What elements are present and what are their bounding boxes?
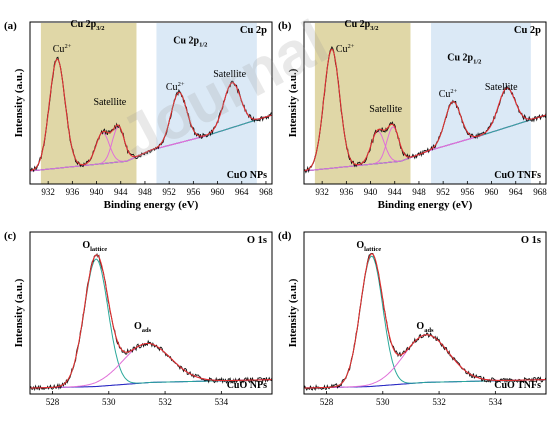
x-tick-label: 936 [340, 187, 354, 197]
x-axis-label: Binding energy (eV) [378, 199, 473, 211]
x-tick-label: 530 [102, 397, 116, 407]
peak-annotation: Cu 2p3/2 [70, 19, 104, 32]
chart-panel: 932 936 940 944 948 952 956 960 964 968 Binding en… [278, 19, 547, 211]
x-axis-label: Binding energy (eV) [104, 199, 199, 211]
x-tick-label: 948 [412, 187, 426, 197]
fitted-peak [30, 258, 272, 389]
x-tick-label: 968 [259, 187, 273, 197]
x-tick-label: 532 [432, 397, 446, 407]
y-axis-label: Intensity (a.u.) [13, 278, 25, 347]
peak-annotation: Oads [416, 321, 434, 334]
plot-frame [29, 21, 273, 185]
panel-label: (c) [4, 230, 17, 242]
x-tick-label: 952 [162, 187, 176, 197]
plot-frame [303, 231, 547, 395]
x-tick-label: 948 [138, 187, 152, 197]
x-tick-label: 528 [320, 397, 334, 407]
peak-annotation: Satellite [369, 104, 402, 115]
sample-label: CuO NPs [227, 380, 267, 391]
x-tick-label: 964 [509, 187, 523, 197]
panel-label: (a) [4, 20, 17, 32]
fitted-peak [304, 255, 546, 389]
peak-annotation: Olattice [82, 240, 107, 253]
peak-annotation: Cu2+ [336, 43, 355, 55]
chart-panel: 932 936 940 944 948 952 956 960 964 968 Binding en… [4, 19, 273, 211]
x-tick-label: 960 [211, 187, 225, 197]
x-tick-label: 936 [66, 187, 80, 197]
sample-label: CuO NPs [227, 170, 267, 181]
panel-label: (b) [278, 20, 292, 32]
x-tick-label: 534 [489, 397, 503, 407]
peak-annotation: Satellite [485, 82, 518, 93]
peak-annotation: Cu2+ [439, 88, 458, 100]
x-tick-label: 940 [90, 187, 104, 197]
peak-annotation: Cu2+ [166, 81, 185, 93]
core-level-label: Cu 2p [240, 25, 267, 36]
y-axis-label: Intensity (a.u.) [287, 278, 299, 347]
fit-envelope-line [29, 58, 273, 172]
x-tick-label: 932 [315, 187, 329, 197]
sample-label: CuO TNFs [494, 170, 541, 181]
peak-annotation: Cu2+ [53, 43, 72, 55]
x-tick-label: 956 [461, 187, 475, 197]
panel-label: (d) [278, 230, 292, 242]
fit-envelope-line [30, 254, 272, 389]
x-tick-label: 532 [158, 397, 172, 407]
core-level-label: O 1s [521, 235, 541, 246]
fit-envelope-line [304, 253, 546, 389]
fit-envelope-line [303, 48, 547, 172]
x-tick-label: 944 [388, 187, 402, 197]
peak-annotation: Satellite [213, 69, 246, 80]
x-tick-label: 944 [114, 187, 128, 197]
chart-panel: 528 530 532 534 Intensity (a.u.) (d) O 1s CuO T… [278, 230, 547, 407]
x-tick-label: 968 [533, 187, 547, 197]
core-level-label: Cu 2p [514, 25, 541, 36]
peak-annotation: Cu 2p1/2 [447, 52, 481, 65]
x-tick-label: 956 [187, 187, 201, 197]
plot-frame [29, 231, 273, 395]
peak-annotation: Satellite [93, 97, 126, 108]
x-tick-label: 932 [41, 187, 55, 197]
y-axis-label: Intensity (a.u.) [287, 68, 299, 137]
sample-label: CuO TNFs [494, 380, 541, 391]
x-tick-label: 960 [485, 187, 499, 197]
experimental-line [29, 252, 273, 392]
chart-panel: 528 530 532 534 Intensity (a.u.) (c) O 1s CuO N… [4, 230, 273, 407]
x-tick-label: 528 [46, 397, 60, 407]
x-tick-label: 534 [215, 397, 229, 407]
peak-annotation: Cu 2p3/2 [344, 19, 378, 32]
core-level-label: O 1s [247, 235, 267, 246]
peak-annotation: Olattice [356, 240, 381, 253]
x-tick-label: 530 [376, 397, 390, 407]
x-tick-label: 940 [364, 187, 378, 197]
x-tick-label: 952 [436, 187, 450, 197]
y-axis-label: Intensity (a.u.) [13, 68, 25, 137]
x-tick-label: 964 [235, 187, 249, 197]
experimental-line [303, 253, 547, 391]
region-band [40, 23, 137, 184]
region-band [431, 23, 531, 184]
peak-annotation: Oads [134, 321, 152, 334]
peak-annotation: Cu 2p1/2 [173, 36, 207, 49]
plot-frame [303, 21, 547, 185]
